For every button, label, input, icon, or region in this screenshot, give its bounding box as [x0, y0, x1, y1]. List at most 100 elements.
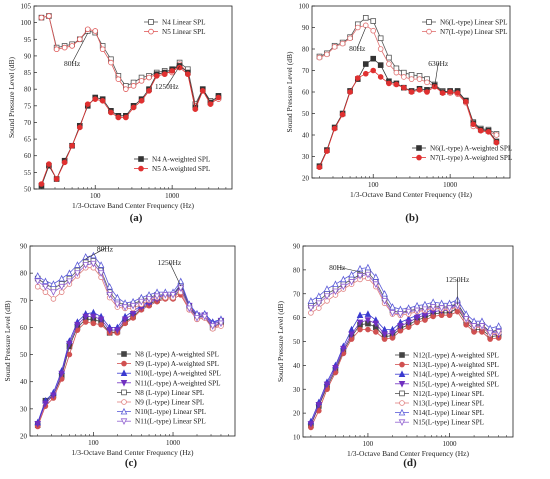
data-point: [405, 308, 412, 316]
legend-entry: N7(L-type) Linear SPL: [440, 28, 507, 36]
y-tick-label: 80: [24, 86, 32, 94]
data-point: [470, 121, 477, 128]
y-tick-label: 30: [302, 153, 310, 161]
legend-marker: [398, 408, 406, 416]
data-point: [347, 89, 353, 95]
data-point: [362, 22, 369, 29]
y-tick-label: 20: [302, 175, 310, 183]
legend-marker: [399, 352, 405, 358]
series-line: [41, 67, 219, 185]
legend-entry: N8 (L-type) A-weighted SPL: [135, 351, 219, 359]
data-point: [315, 300, 323, 308]
data-point: [446, 305, 453, 312]
data-point: [61, 159, 68, 166]
annotation-label: 80Hz: [64, 59, 81, 68]
annotation-arrow: [434, 63, 439, 87]
legend-marker: [120, 369, 128, 377]
legend-marker: [399, 400, 405, 406]
data-point: [495, 322, 502, 329]
data-point: [138, 298, 145, 306]
data-point: [362, 15, 369, 21]
data-point: [92, 28, 99, 34]
data-point: [485, 128, 492, 135]
data-point: [348, 270, 355, 278]
data-point: [50, 289, 57, 296]
x-tick-label: 1000: [166, 439, 181, 447]
x-axis-label: 1/3-Octave Band Center Frequency (Hz): [347, 449, 470, 458]
data-point: [370, 27, 377, 34]
x-tick-label: 100: [363, 440, 374, 448]
data-point: [370, 67, 377, 74]
data-point: [53, 46, 60, 53]
data-point: [161, 71, 168, 78]
y-tick-label: 70: [293, 290, 301, 298]
data-point: [90, 320, 97, 327]
data-point: [356, 319, 364, 327]
data-point: [324, 148, 330, 154]
annotation-arrow: [85, 248, 106, 260]
series-line: [37, 260, 222, 328]
legend-marker: [120, 379, 128, 387]
legend-entry: N5 A-weighted SPL: [152, 165, 210, 173]
legend-entry: N12(L-type) Linear SPL: [413, 390, 484, 398]
y-tick-label: 60: [293, 314, 301, 322]
data-point: [38, 14, 45, 21]
data-point: [331, 44, 338, 50]
data-point: [129, 311, 137, 318]
data-point: [34, 278, 42, 286]
data-point: [364, 263, 372, 271]
legend-marker: [148, 28, 154, 35]
data-point: [58, 283, 65, 291]
data-point: [201, 313, 209, 321]
x-axis-label: 1/3-Octave Band Center Frequency (Hz): [350, 190, 473, 199]
legend-entry: N15(L-type) Linear SPL: [413, 419, 484, 427]
data-point: [323, 285, 331, 292]
y-tick-label: 100: [299, 3, 310, 11]
data-point: [115, 114, 122, 121]
data-point: [332, 280, 339, 288]
series-line: [319, 24, 497, 136]
data-point: [307, 305, 315, 312]
data-point: [370, 55, 377, 62]
annotation-label: 80Hz: [349, 44, 366, 53]
data-point: [495, 329, 502, 336]
data-point: [454, 90, 461, 96]
data-point: [34, 420, 42, 428]
series-4: [316, 67, 500, 171]
data-point: [66, 269, 73, 276]
annotation-arrow: [166, 66, 180, 87]
data-point: [76, 36, 83, 43]
y-tick-label: 10: [293, 434, 301, 442]
legend-marker: [121, 351, 127, 357]
y-axis-label: Sound Pressure Level (dB): [3, 300, 12, 382]
series-8: [307, 271, 502, 337]
legend-marker: [121, 389, 127, 396]
plot-frame: [33, 5, 233, 190]
data-point: [169, 292, 177, 299]
data-point: [416, 76, 423, 82]
legend-marker: [398, 419, 406, 426]
data-point: [316, 54, 323, 61]
annotation-arrow: [71, 32, 89, 64]
data-point: [97, 261, 105, 268]
legend-marker: [398, 370, 406, 378]
data-point: [386, 54, 392, 61]
legend-marker: [121, 399, 127, 405]
legend-entry: N11(L-type) Linear SPL: [135, 418, 206, 426]
legend-entry: N11(L-type) A-weighted SPL: [135, 379, 221, 387]
legend-marker: [426, 19, 432, 25]
data-point: [106, 327, 113, 334]
legend-entry: N9 (L-type) Linear SPL: [135, 399, 204, 407]
data-point: [108, 59, 114, 66]
data-point: [84, 101, 91, 107]
data-point: [66, 351, 73, 358]
data-point: [339, 40, 346, 47]
data-point: [381, 298, 388, 305]
data-point: [193, 315, 201, 322]
y-axis-label: Sound Pressure Level (dB): [7, 56, 16, 138]
data-point: [364, 317, 372, 324]
data-point: [348, 279, 355, 286]
data-point: [177, 277, 185, 285]
data-point: [114, 293, 121, 301]
